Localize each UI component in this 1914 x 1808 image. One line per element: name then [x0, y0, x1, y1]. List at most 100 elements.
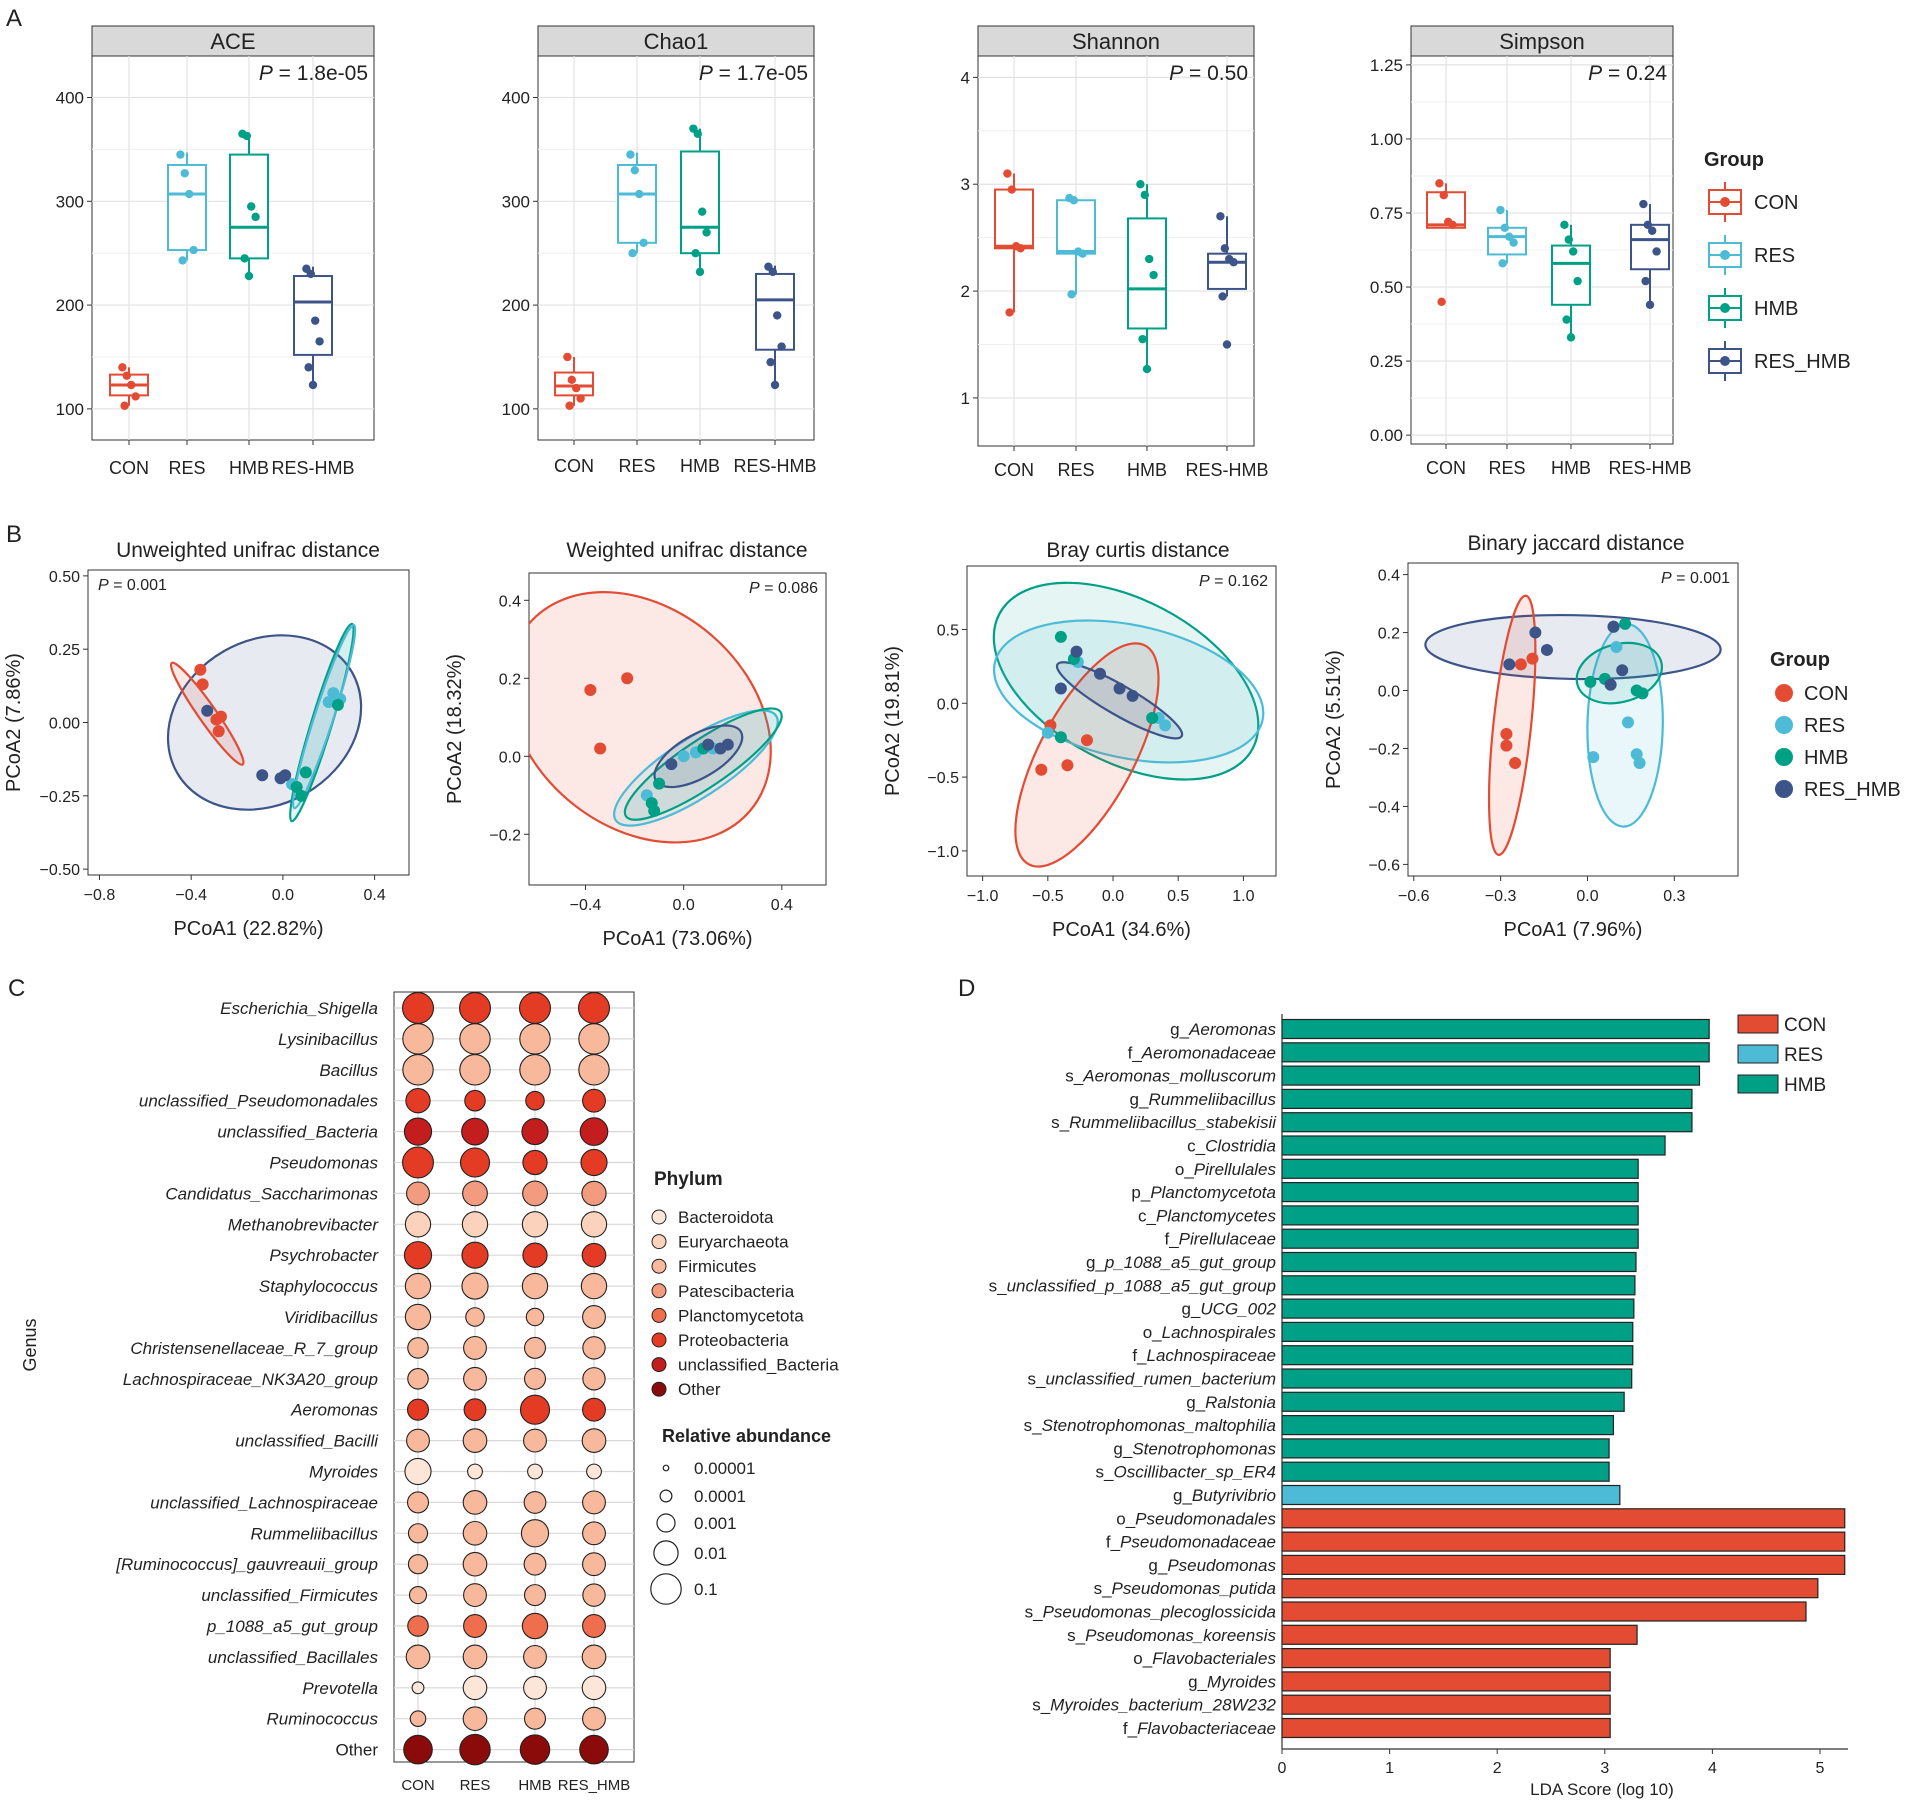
data-point: [180, 169, 189, 178]
legend-label: RES: [1804, 715, 1845, 737]
data-point: [1222, 340, 1232, 349]
data-point: [1439, 191, 1449, 200]
facet-strip: [977, 25, 1255, 57]
box-res_hmb: [1630, 199, 1670, 309]
p-value: = 0.086: [760, 580, 818, 597]
data-point: [768, 267, 777, 277]
feature-label: f_Lachnospiraceae: [1132, 1346, 1276, 1365]
y-tick-label: 0.2: [1378, 626, 1400, 643]
taxon-name: Planctomycetes: [1156, 1206, 1276, 1225]
genus-label: Pseudomonas: [269, 1154, 378, 1173]
sample-point-res_hmb: [702, 738, 715, 751]
x-tick-label: 2: [1493, 1760, 1502, 1777]
y-tick-label: 0.75: [1370, 204, 1403, 223]
sample-point-con: [1514, 658, 1527, 671]
sample-point-hmb: [648, 804, 661, 817]
data-point: [304, 363, 313, 372]
taxon-name: Pirellulales: [1194, 1160, 1277, 1179]
box-iqr: [1487, 226, 1527, 256]
y-tick-label: 0.25: [49, 642, 80, 659]
abundance-bubble: [402, 1054, 434, 1086]
y-tick-label: 0.50: [49, 569, 80, 586]
data-point: [1142, 364, 1152, 374]
sample-point-res_hmb: [279, 769, 292, 782]
data-point: [1643, 220, 1653, 230]
box-res: [1487, 205, 1527, 268]
size-swatch: [659, 1489, 673, 1503]
lda-bar-hmb: [1281, 1042, 1710, 1063]
size-swatch: [650, 1573, 682, 1605]
data-point: [308, 380, 318, 390]
plot-title: Weighted unifrac distance: [566, 539, 807, 562]
y-tick-label: 400: [56, 89, 84, 108]
box-res: [1056, 193, 1096, 299]
p-symbol: P: [1588, 62, 1602, 85]
abundance-bubble: [407, 1523, 429, 1544]
abundance-bubble: [581, 1428, 607, 1453]
sample-point-con: [621, 672, 634, 685]
panel-label-a: A: [6, 5, 22, 32]
lda-bar-hmb: [1281, 1112, 1693, 1133]
y-tick-label: 0.2: [499, 671, 521, 688]
taxon-name: Pseudomonadales: [1135, 1509, 1276, 1528]
genus-label: Viridibacillus: [284, 1308, 379, 1327]
y-axis-label: PCoA2 (5.51%): [1323, 650, 1345, 789]
box-con: [554, 352, 594, 410]
sample-point-hmb: [1636, 687, 1649, 700]
abundance-bubble: [582, 1336, 606, 1360]
taxon-name: Aeromonas: [1188, 1020, 1276, 1039]
sample-point-con: [584, 684, 597, 696]
genus-label: Lysinibacillus: [278, 1030, 378, 1049]
y-tick-label: 200: [502, 296, 530, 315]
legend-dot: [1720, 356, 1730, 366]
genus-label: Ruminococcus: [267, 1710, 379, 1729]
abundance-bubble: [404, 1303, 432, 1331]
abundance-bubble: [523, 1644, 547, 1669]
taxon-prefix: g_: [1181, 1300, 1200, 1319]
lda-bar-con: [1281, 1601, 1807, 1622]
x-tick-label: 1: [1385, 1760, 1394, 1777]
column-label: RES: [460, 1777, 491, 1794]
data-point: [189, 245, 198, 255]
plot-area: [529, 591, 783, 844]
feature-label: o_Flavobacteriales: [1133, 1649, 1276, 1668]
p-symbol: P: [1199, 573, 1210, 590]
x-tick-label: 0: [1278, 1760, 1287, 1777]
size-swatch: [656, 1513, 676, 1533]
sample-point-res_hmb: [1093, 667, 1106, 680]
sample-point-hmb: [1584, 675, 1597, 688]
column-label: HMB: [518, 1777, 551, 1794]
legend-label: RES_HMB: [1754, 351, 1851, 373]
data-point: [572, 383, 581, 393]
phylum-swatch: [651, 1283, 667, 1299]
abundance-bubble: [581, 1180, 607, 1207]
taxon-name: Aeromonadaceae: [1141, 1043, 1276, 1062]
x-axis-label: PCoA1 (7.96%): [1504, 919, 1643, 941]
taxon-prefix: f_: [1123, 1719, 1138, 1738]
facet-strip: [1410, 25, 1674, 57]
y-tick-label: 200: [56, 296, 84, 315]
abundance-bubble: [579, 1734, 609, 1765]
feature-label: f_Pirellulaceae: [1164, 1230, 1276, 1249]
abundance-bubble: [402, 1146, 434, 1179]
phylum-swatch: [651, 1307, 667, 1323]
data-point: [1639, 199, 1648, 209]
y-tick-label: −0.25: [40, 789, 81, 806]
data-point: [1149, 270, 1158, 280]
box-iqr: [680, 150, 720, 255]
taxon-name: UCG_002: [1200, 1300, 1276, 1319]
x-tick-label: 1.0: [1232, 888, 1254, 905]
legend-dot: [1775, 748, 1793, 766]
taxon-prefix: g_: [1188, 1672, 1207, 1691]
taxon-name: Pseudomonas: [1167, 1556, 1276, 1575]
y-tick-label: −0.2: [489, 827, 521, 844]
y-axis-label: Genus: [20, 1318, 40, 1371]
phylum-label: Firmicutes: [678, 1257, 756, 1276]
legend-item-res_hmb: RES_HMB: [1775, 779, 1901, 801]
lda-bar-res: [1281, 1484, 1621, 1506]
legend-item-hmb: HMB: [1708, 288, 1798, 328]
abundance-bubble: [463, 1398, 487, 1422]
plot-area: [1424, 594, 1722, 856]
genus-label: Rummeliibacillus: [250, 1524, 378, 1543]
p-value: = 0.001: [1672, 570, 1730, 587]
